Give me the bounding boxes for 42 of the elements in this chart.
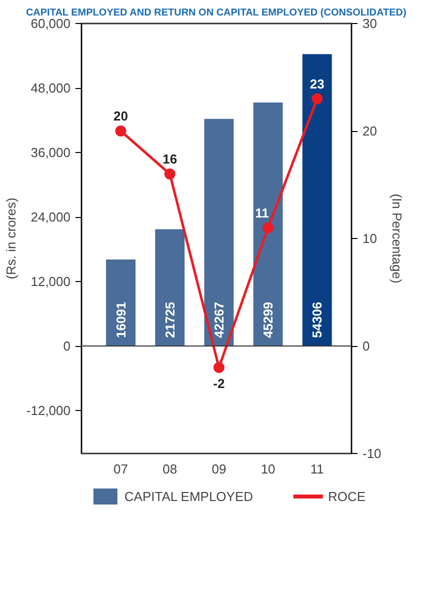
- point: [213, 362, 224, 373]
- point: [262, 222, 274, 234]
- bar: [253, 102, 283, 346]
- data-label: 54306: [310, 302, 325, 338]
- data-label: 16091: [113, 302, 128, 338]
- data-label: 45299: [260, 302, 276, 338]
- data-label: 42267: [211, 302, 226, 338]
- legend-label: ROCE: [328, 488, 366, 504]
- data-label: 21725: [162, 302, 178, 338]
- y-tick-label: 48,000: [30, 80, 71, 96]
- bar: [155, 229, 185, 346]
- chart-title: CAPITAL EMPLOYED AND RETURN ON CAPITAL EMPLOYED (CONSOLIDATED): [26, 8, 406, 18]
- bar: [204, 118, 234, 346]
- y-tick-label: 0: [63, 338, 71, 354]
- data-label: 11: [255, 205, 269, 220]
- y2-tick-label: -10: [362, 446, 382, 461]
- data-label: 20: [114, 108, 128, 124]
- y2-tick-label: 10: [362, 231, 377, 246]
- legend-label: CAPITAL EMPLOYED: [124, 488, 254, 504]
- point: [164, 168, 176, 180]
- x-tick-label: 11: [310, 462, 324, 476]
- y2-tick-label: 0: [362, 338, 370, 354]
- data-label: 16: [162, 152, 178, 166]
- bar: [106, 260, 136, 346]
- y2-tick-label: 30: [362, 16, 377, 31]
- y-tick-label: -12,000: [26, 403, 71, 418]
- y-tick-label: 36,000: [30, 145, 71, 160]
- data-label: -2: [213, 376, 225, 391]
- x-tick-label: 08: [162, 462, 178, 476]
- point: [115, 126, 126, 136]
- x-tick-label: 09: [212, 462, 226, 476]
- data-label: 23: [310, 76, 324, 92]
- x-tick-label: 10: [260, 462, 276, 476]
- y-tick-label: 12,000: [30, 274, 71, 289]
- y-tick-label: 60,000: [30, 16, 71, 31]
- y2-axis-title: (In Percentage): [389, 194, 404, 284]
- x-tick-label: 07: [114, 462, 128, 476]
- y-axis-title: (Rs. in crores): [3, 198, 18, 280]
- point: [312, 93, 323, 104]
- bar: [302, 54, 332, 346]
- y-tick-label: 24,000: [30, 210, 71, 224]
- y2-tick-label: 20: [362, 124, 377, 138]
